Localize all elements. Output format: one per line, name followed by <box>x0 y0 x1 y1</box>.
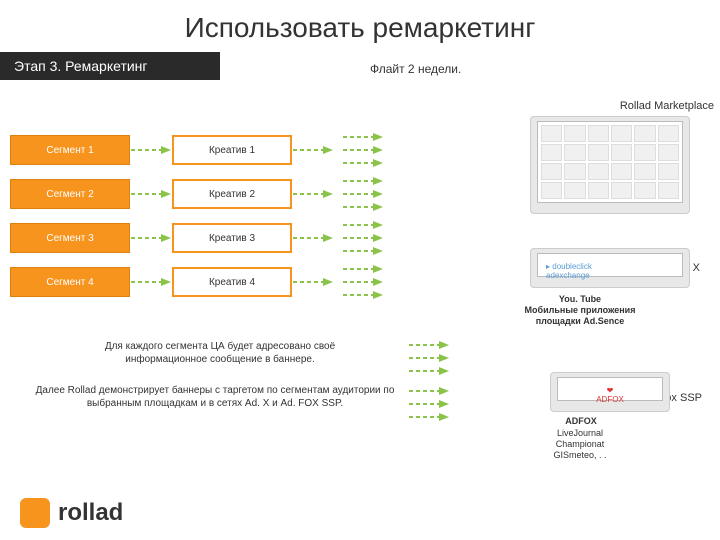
marketplace-label: Rollad Marketplace <box>620 100 714 112</box>
arrow-icon <box>342 145 384 155</box>
arrow-icon <box>292 277 334 287</box>
segment-box: Сегмент 2 <box>10 179 130 209</box>
arrow-icon <box>408 366 450 376</box>
stage-tab: Этап 3. Ремаркетинг <box>0 52 220 80</box>
arrow-icon <box>292 189 334 199</box>
arrow-icon <box>130 233 172 243</box>
arrow-icon <box>342 264 384 274</box>
arrow-group <box>342 132 384 168</box>
note-segments: Для каждого сегмента ЦА будет адресовано… <box>70 340 370 366</box>
arrow-icon <box>408 386 450 396</box>
adfox-logo-text: ❤ ADFOX <box>558 378 662 412</box>
segment-box: Сегмент 1 <box>10 135 130 165</box>
brand-name: rollad <box>58 499 123 527</box>
arrow-group-lower2 <box>400 386 450 422</box>
creative-box: Креатив 3 <box>172 223 292 253</box>
adx-logo-text: ▸ doubleclick adexchange <box>538 254 682 288</box>
note-targeting: Далее Rollad демонстрирует баннеры с тар… <box>30 384 400 410</box>
destination-adx-text: You. Tube Мобильные приложения площадки … <box>510 294 650 326</box>
arrow-icon <box>342 220 384 230</box>
arrow-icon <box>408 399 450 409</box>
arrow-icon <box>342 176 384 186</box>
destination-adfox-sub: LiveJournal Championat GISmeteo, . . <box>530 428 630 460</box>
laptop-adfox: ❤ ADFOX <box>550 372 670 412</box>
arrow-icon <box>408 353 450 363</box>
arrow-group <box>342 264 384 300</box>
arrow-icon <box>292 233 334 243</box>
arrow-icon <box>342 246 384 256</box>
segment-box: Сегмент 4 <box>10 267 130 297</box>
flight-text: Флайт 2 недели. <box>370 62 461 76</box>
arrow-icon <box>292 145 334 155</box>
arrow-icon <box>342 290 384 300</box>
laptop-marketplace <box>530 116 690 214</box>
arrow-icon <box>342 189 384 199</box>
arrow-icon <box>342 158 384 168</box>
arrow-group <box>342 220 384 256</box>
brand-logo-icon <box>20 498 50 528</box>
arrow-icon <box>408 412 450 422</box>
creative-box: Креатив 4 <box>172 267 292 297</box>
arrow-icon <box>130 189 172 199</box>
slide-title: Использовать ремаркетинг <box>0 0 720 52</box>
creative-box: Креатив 1 <box>172 135 292 165</box>
arrow-icon <box>130 145 172 155</box>
arrow-icon <box>342 132 384 142</box>
destination-adfox-title: ADFOX <box>536 416 626 427</box>
arrow-icon <box>130 277 172 287</box>
arrow-icon <box>342 277 384 287</box>
arrow-icon <box>408 340 450 350</box>
segment-box: Сегмент 3 <box>10 223 130 253</box>
arrow-group <box>342 176 384 212</box>
arrow-group-lower <box>400 340 450 376</box>
arrow-icon <box>342 202 384 212</box>
creative-box: Креатив 2 <box>172 179 292 209</box>
laptop-adx: ▸ doubleclick adexchange <box>530 248 690 288</box>
arrow-icon <box>342 233 384 243</box>
footer-brand: rollad <box>20 498 123 528</box>
